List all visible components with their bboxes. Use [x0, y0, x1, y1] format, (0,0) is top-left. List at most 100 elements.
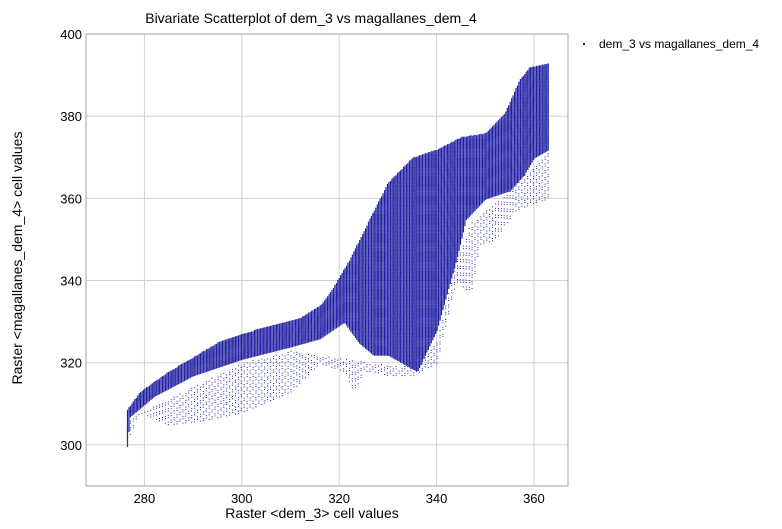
scatter-point [347, 300, 349, 302]
scatter-point [294, 337, 297, 340]
scatter-point [286, 332, 288, 334]
scatter-point [308, 314, 310, 316]
scatter-point [245, 339, 247, 341]
scatter-point [166, 386, 168, 388]
scatter-point [236, 345, 238, 347]
scatter-point [256, 346, 259, 348]
scatter-point [354, 255, 356, 257]
scatter-point [179, 414, 181, 415]
scatter-point [354, 285, 356, 287]
scatter-point [315, 334, 317, 336]
scatter-point [356, 307, 358, 310]
scatter-point [211, 361, 213, 363]
scatter-point [283, 327, 285, 329]
scatter-point [194, 401, 196, 402]
scatter-point [180, 380, 183, 382]
scatter-point [277, 334, 279, 336]
scatter-point [286, 346, 288, 348]
scatter-point [223, 356, 225, 358]
scatter-point [242, 346, 244, 348]
scatter-point [157, 385, 159, 387]
scatter-point [305, 335, 307, 337]
scatter-point [258, 348, 260, 350]
scatter-point [290, 382, 292, 384]
scatter-point [354, 268, 356, 271]
scatter-point [347, 288, 349, 290]
scatter-point [328, 331, 330, 333]
scatter-point [341, 274, 343, 276]
scatter-point [281, 365, 283, 367]
scatter-point [143, 392, 145, 394]
scatter-point [312, 325, 314, 327]
scatter-point [354, 325, 356, 327]
scatter-point [232, 361, 234, 364]
scatter-point [319, 310, 321, 312]
scatter-point [236, 344, 238, 346]
scatter-point [329, 293, 332, 295]
scatter-point [351, 292, 353, 294]
scatter-point [284, 375, 286, 377]
scatter-point [230, 352, 232, 354]
scatter-point [270, 342, 272, 344]
scatter-point [278, 376, 280, 378]
scatter-point [249, 406, 251, 408]
scatter-point [170, 370, 172, 372]
scatter-point [240, 396, 242, 398]
scatter-point [243, 352, 245, 354]
scatter-point [329, 324, 332, 326]
scatter-point [353, 304, 355, 307]
scatter-point [126, 442, 129, 444]
scatter-point [273, 383, 274, 385]
scatter-point [183, 373, 186, 375]
scatter-point [170, 375, 172, 377]
scatter-point [261, 349, 263, 351]
scatter-point [347, 302, 349, 304]
scatter-point [319, 327, 321, 329]
scatter-point [128, 420, 130, 422]
scatter-point [126, 428, 129, 430]
scatter-point [246, 387, 248, 389]
scatter-point [221, 346, 223, 349]
scatter-point [224, 356, 226, 358]
scatter-point [210, 369, 212, 371]
scatter-point [249, 377, 251, 379]
scatter-point [179, 377, 181, 379]
scatter-point [232, 405, 234, 407]
scatter-point [277, 344, 279, 346]
scatter-point [255, 404, 257, 405]
scatter-point [315, 335, 317, 337]
scatter-point [270, 361, 271, 363]
scatter-point [287, 337, 289, 339]
scatter-point [337, 325, 339, 327]
scatter-point [162, 390, 164, 392]
scatter-point [353, 298, 355, 300]
scatter-point [180, 381, 183, 383]
scatter-point [316, 338, 318, 341]
scatter-point [254, 335, 256, 337]
scatter-point [195, 364, 197, 366]
scatter-point [337, 314, 339, 317]
scatter-point [335, 293, 337, 295]
scatter-point [182, 367, 184, 369]
scatter-point [332, 293, 334, 295]
scatter-point [249, 352, 251, 354]
scatter-point [204, 361, 206, 363]
scatter-point [201, 364, 203, 366]
scatter-point [287, 358, 289, 360]
scatter-point [306, 315, 308, 317]
scatter-point [268, 346, 270, 348]
scatter-point [273, 330, 275, 332]
scatter-point [324, 311, 326, 313]
scatter-point [297, 324, 299, 326]
scatter-point [259, 336, 261, 338]
scatter-point [302, 321, 304, 323]
scatter-point [221, 356, 223, 358]
scatter-point [220, 347, 222, 349]
scatter-point [351, 318, 353, 320]
scatter-point [210, 354, 212, 357]
scatter-point [235, 338, 237, 340]
scatter-point [217, 392, 219, 394]
scatter-point [255, 332, 257, 334]
scatter-point [227, 344, 229, 347]
scatter-point [335, 289, 337, 291]
